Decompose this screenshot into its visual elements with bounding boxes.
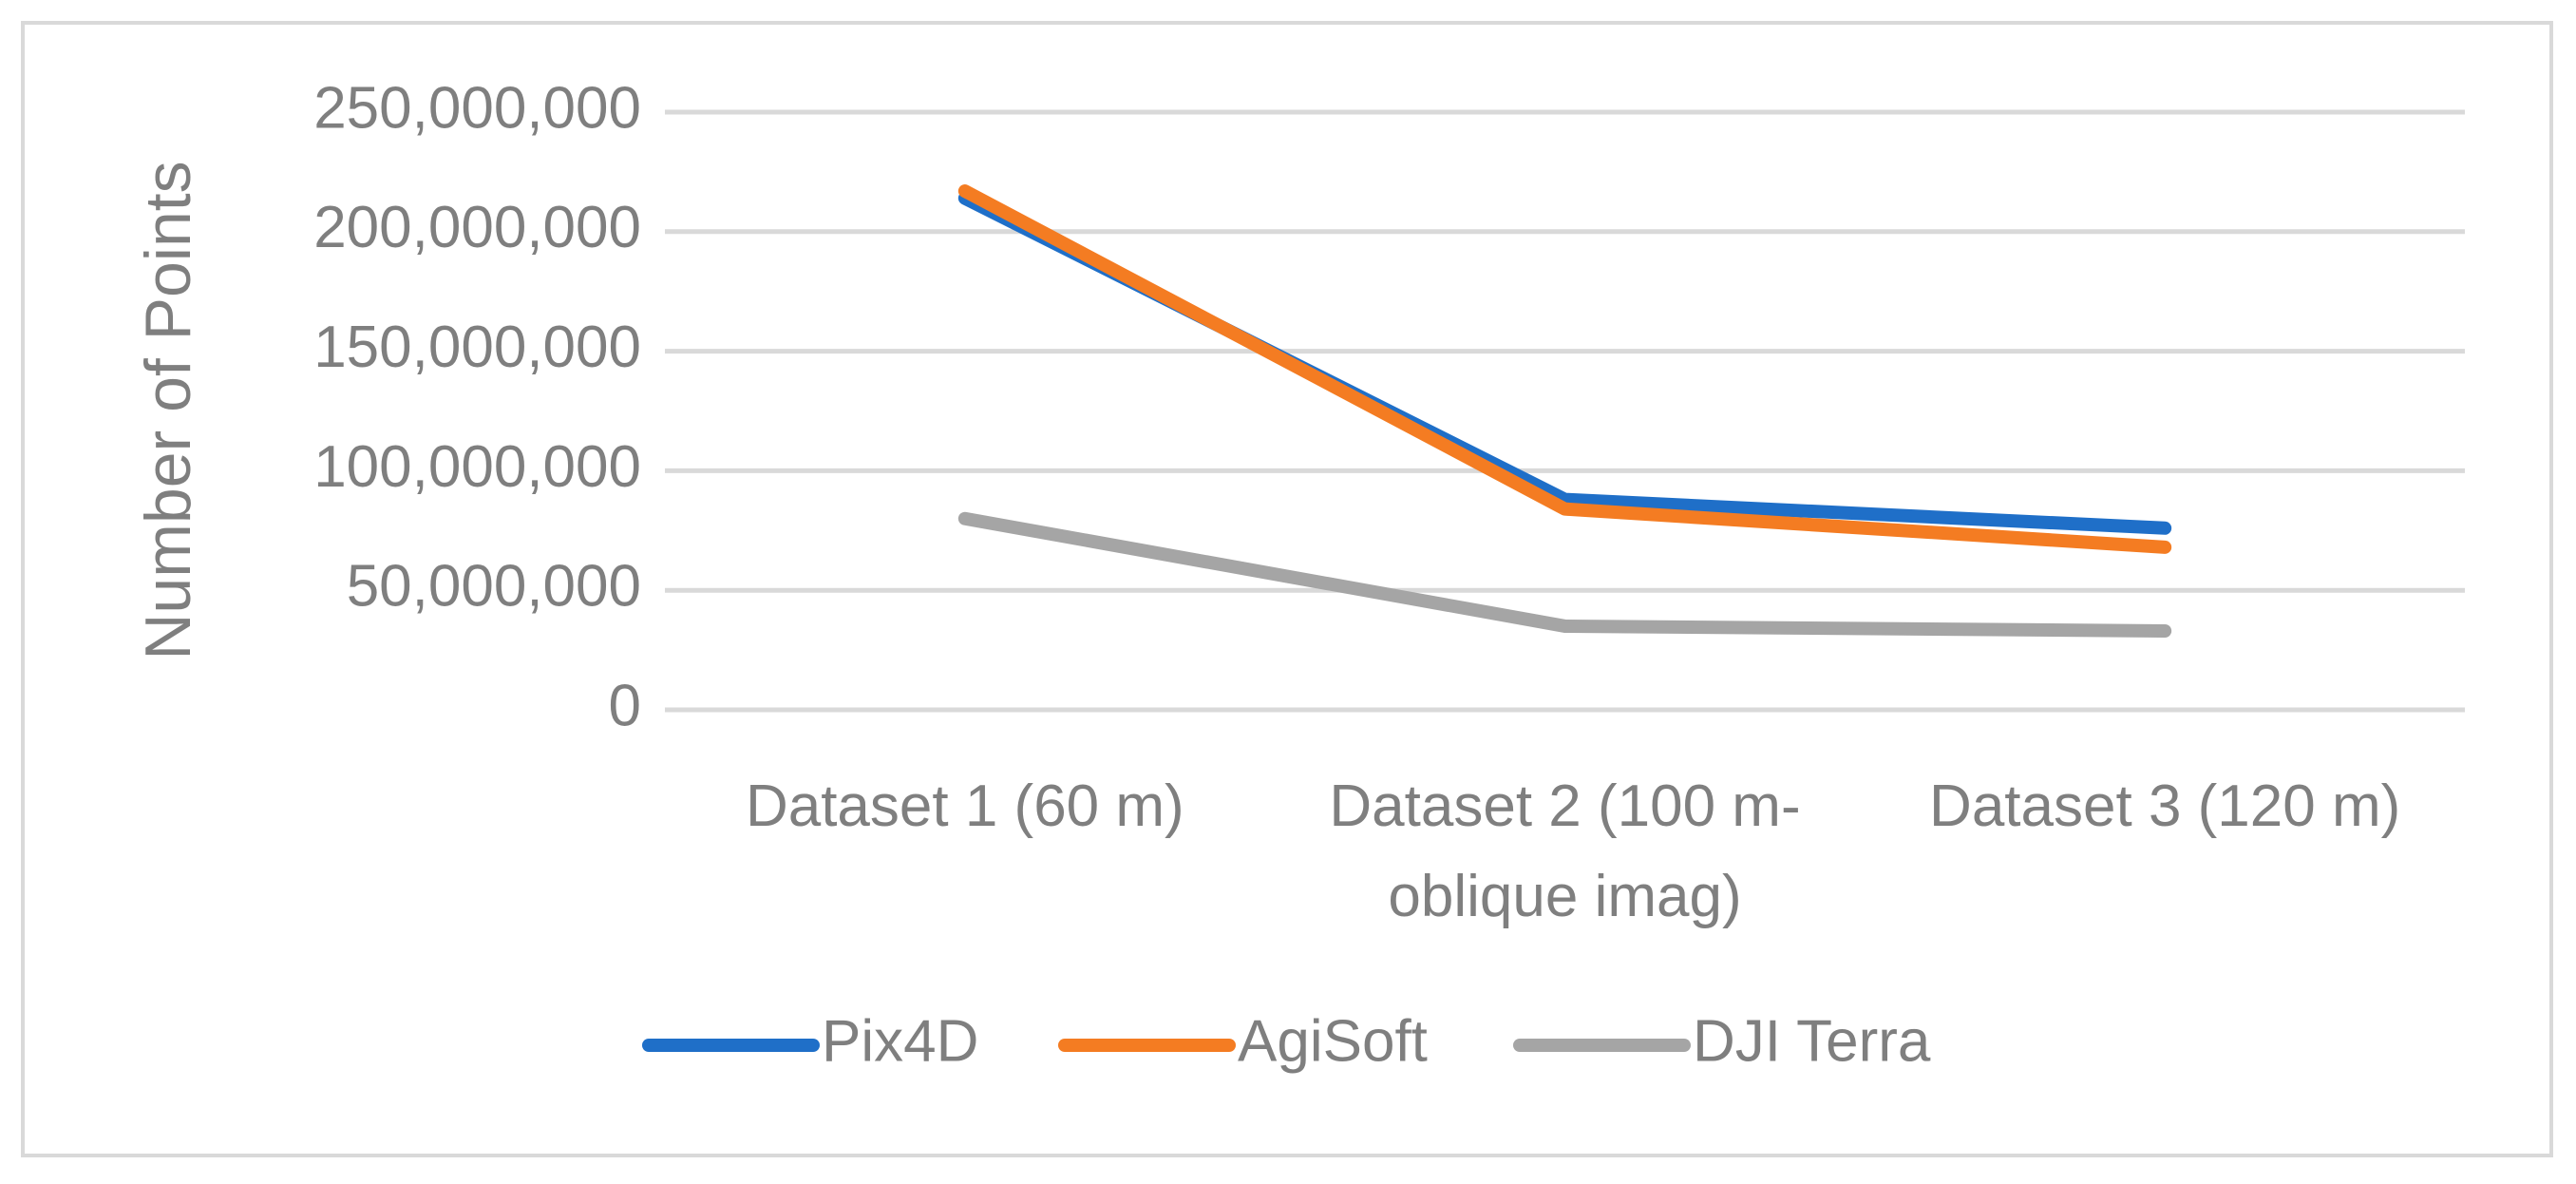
legend-label: DJI Terra (1693, 1008, 1931, 1074)
x-tick-label: Dataset 3 (120 m) (1929, 773, 2401, 839)
legend-label: Pix4D (822, 1008, 978, 1074)
x-tick-label: Dataset 1 (60 m) (745, 773, 1184, 839)
x-tick-label: Dataset 2 (100 m-oblique imag) (1329, 773, 1801, 929)
y-axis-label: Number of Points (132, 161, 204, 659)
legend-label: AgiSoft (1238, 1008, 1428, 1074)
y-tick-label: 0 (609, 673, 641, 738)
series-line (957, 511, 2172, 638)
y-tick-label: 100,000,000 (313, 434, 641, 500)
y-tick-label: 50,000,000 (347, 554, 641, 620)
y-tick-label: 150,000,000 (313, 315, 641, 380)
series-line (957, 184, 2172, 554)
y-tick-label: 250,000,000 (313, 75, 641, 141)
y-tick-label: 200,000,000 (313, 195, 641, 260)
